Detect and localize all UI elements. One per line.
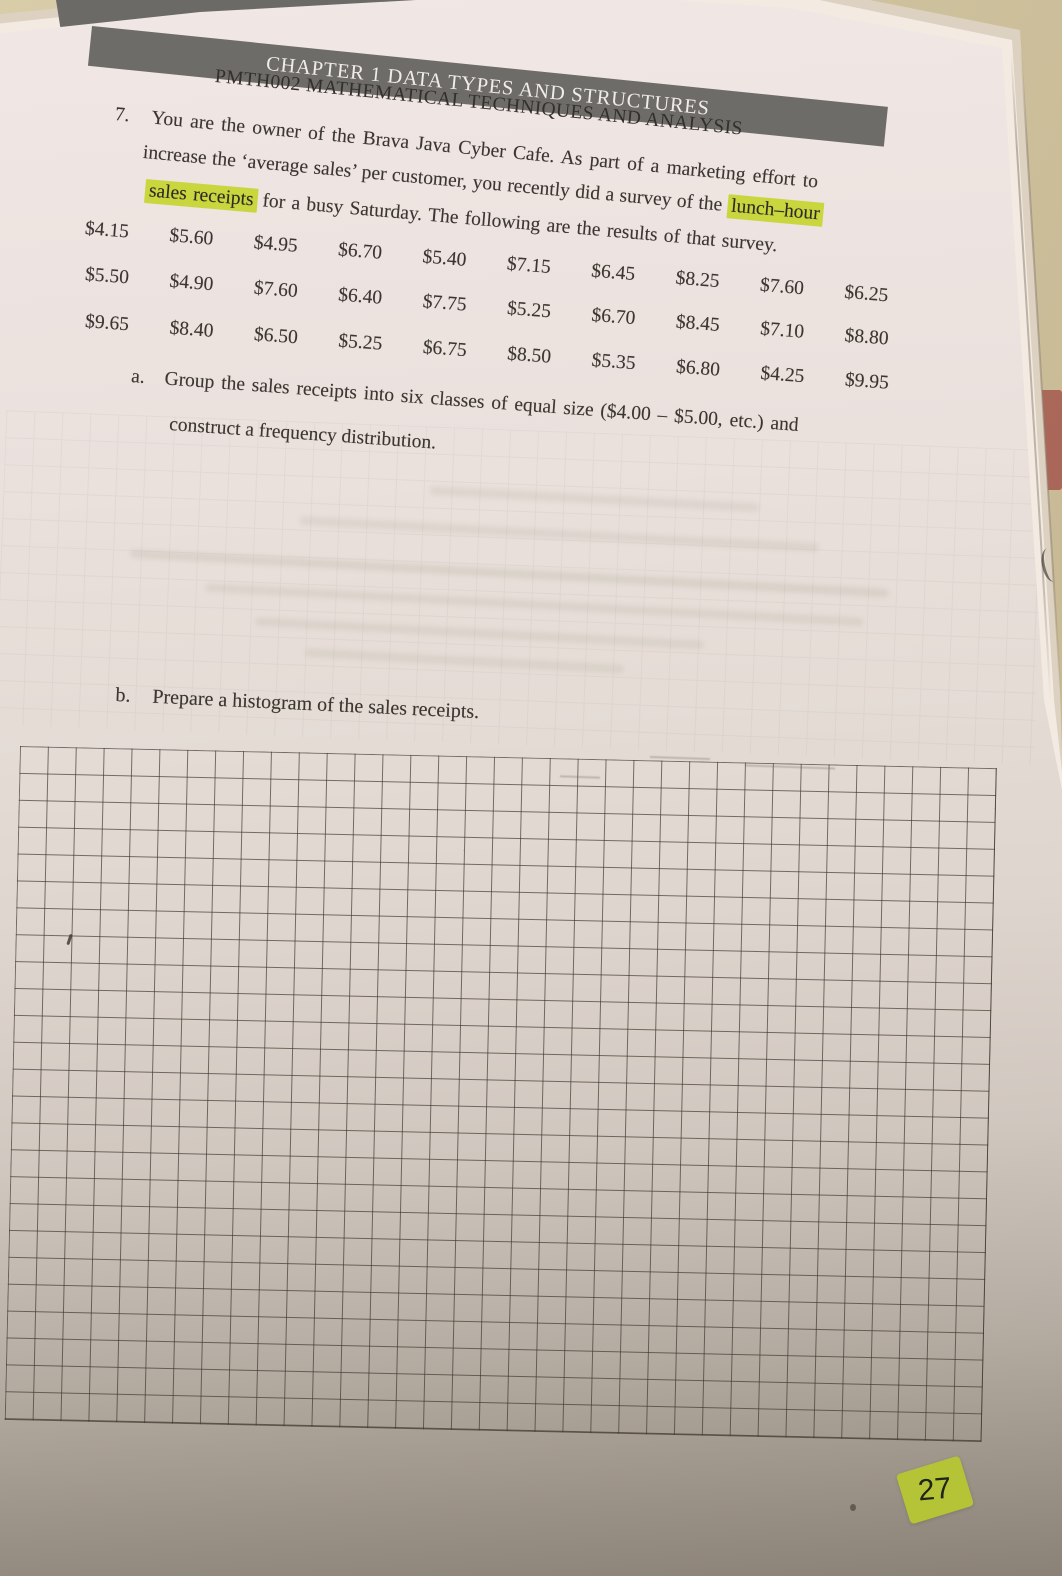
receipt-value: $7.10 (759, 318, 805, 343)
page-number-sticker: 27 (895, 1455, 975, 1525)
receipt-value: $7.60 (759, 274, 805, 300)
receipt-value: $5.25 (506, 297, 552, 323)
receipt-value: $7.75 (421, 291, 468, 316)
receipt-value: $4.15 (84, 218, 130, 243)
receipt-value: $5.60 (168, 225, 215, 250)
highlighted-text: sales receipts (143, 179, 259, 213)
receipt-value: $9.95 (844, 369, 890, 394)
receipt-value: $4.95 (252, 232, 299, 257)
receipt-value: $6.25 (843, 281, 890, 307)
receipt-value: $9.65 (84, 311, 130, 336)
receipt-value: $7.15 (506, 253, 552, 279)
page-number: 27 (916, 1471, 954, 1508)
problem-number: 7. (113, 104, 131, 127)
receipt-value: $6.70 (337, 239, 383, 264)
receipt-value: $5.25 (337, 330, 384, 355)
receipt-value: $4.90 (168, 270, 215, 296)
receipt-value: $8.40 (168, 317, 215, 342)
receipt-value: $8.25 (674, 267, 721, 293)
receipt-value: $6.50 (253, 323, 299, 349)
receipt-value: $5.40 (421, 246, 468, 271)
receipt-value: $4.25 (759, 362, 806, 388)
bleed-grid (0, 410, 1046, 765)
receipt-value: $6.40 (337, 284, 383, 309)
receipt-value: $5.35 (590, 349, 637, 375)
receipt-value: $8.50 (506, 343, 552, 368)
receipt-value: $6.45 (590, 260, 636, 286)
receipt-value: $7.60 (253, 277, 299, 303)
paper-fleck (850, 1504, 856, 1511)
receipt-value: $6.80 (675, 356, 721, 381)
part-b-label: b. (114, 684, 131, 707)
receipt-value: $8.45 (675, 311, 721, 336)
pencil-smudge (649, 755, 711, 761)
receipt-value: $5.50 (84, 264, 130, 289)
part-a-label: a. (130, 366, 146, 388)
histogram-graph-grid (4, 746, 997, 1442)
receipt-value: $6.75 (422, 336, 468, 362)
receipt-value: $6.70 (590, 304, 637, 330)
highlighted-text: lunch–hour (726, 194, 825, 227)
receipt-value: $8.80 (843, 325, 890, 350)
